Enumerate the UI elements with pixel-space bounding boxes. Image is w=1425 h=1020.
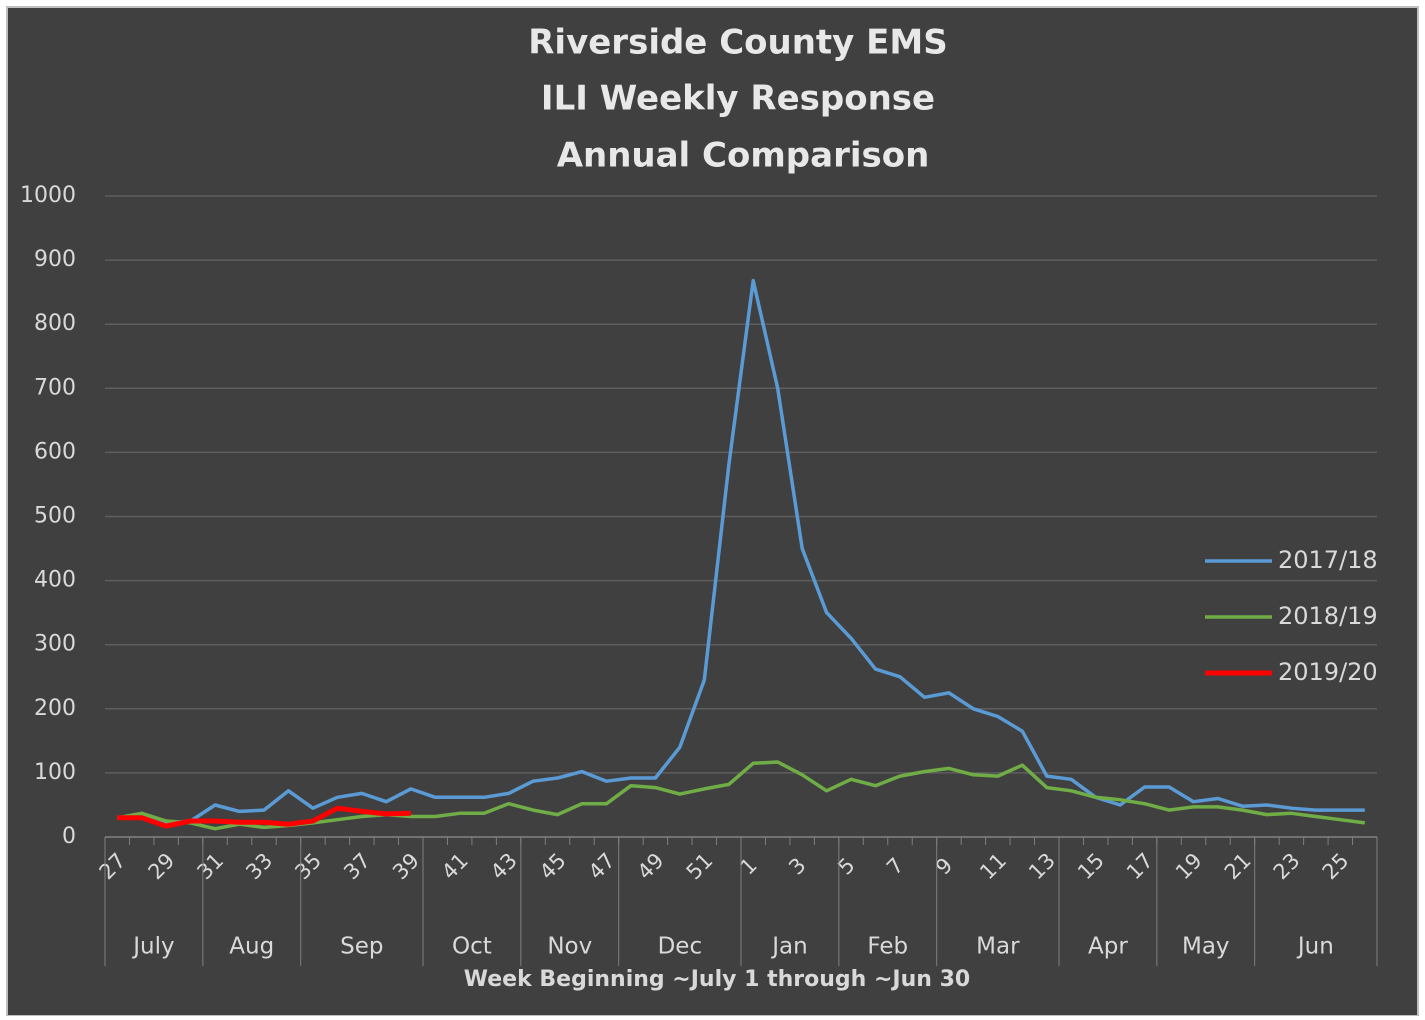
x-group-label: May: [1182, 934, 1230, 960]
x-group-label: Jun: [1296, 934, 1334, 960]
x-group-label: Oct: [452, 934, 492, 960]
series-line: [117, 805, 411, 829]
legend-label: 2019/20: [1278, 658, 1378, 686]
y-tick-label: 400: [34, 568, 76, 593]
x-group-label: Mar: [976, 934, 1020, 960]
x-group-label: Jan: [770, 934, 807, 960]
y-tick-label: 700: [34, 375, 76, 400]
chart-title: Annual Comparison: [557, 136, 930, 176]
y-tick-label: 100: [34, 760, 76, 785]
y-tick-label: 0: [62, 824, 76, 849]
y-tick-label: 300: [34, 632, 76, 657]
x-group-label: Sep: [340, 934, 383, 960]
y-tick-label: 1000: [20, 183, 76, 208]
y-tick-label: 900: [34, 247, 76, 272]
legend-label: 2018/19: [1278, 602, 1378, 630]
series-line: [116, 760, 1366, 831]
y-tick-label: 200: [34, 696, 76, 721]
x-group-label: Aug: [229, 934, 274, 960]
legend-label: 2017/18: [1278, 546, 1378, 574]
series-line: [116, 278, 1365, 825]
x-axis-title: Week Beginning ~July 1 through ~Jun 30: [464, 967, 970, 992]
x-group-label: Feb: [867, 934, 908, 960]
chart-title: ILI Weekly Response: [541, 79, 935, 119]
y-tick-label: 500: [34, 504, 76, 529]
x-group-label: Apr: [1088, 934, 1128, 960]
x-group-label: July: [131, 934, 174, 960]
chart-title: Riverside County EMS: [528, 23, 947, 63]
chart-background: [6, 6, 1419, 1017]
y-tick-label: 800: [34, 311, 76, 336]
y-tick-label: 600: [34, 439, 76, 464]
x-group-label: Dec: [658, 934, 703, 960]
x-group-label: Nov: [547, 934, 592, 960]
